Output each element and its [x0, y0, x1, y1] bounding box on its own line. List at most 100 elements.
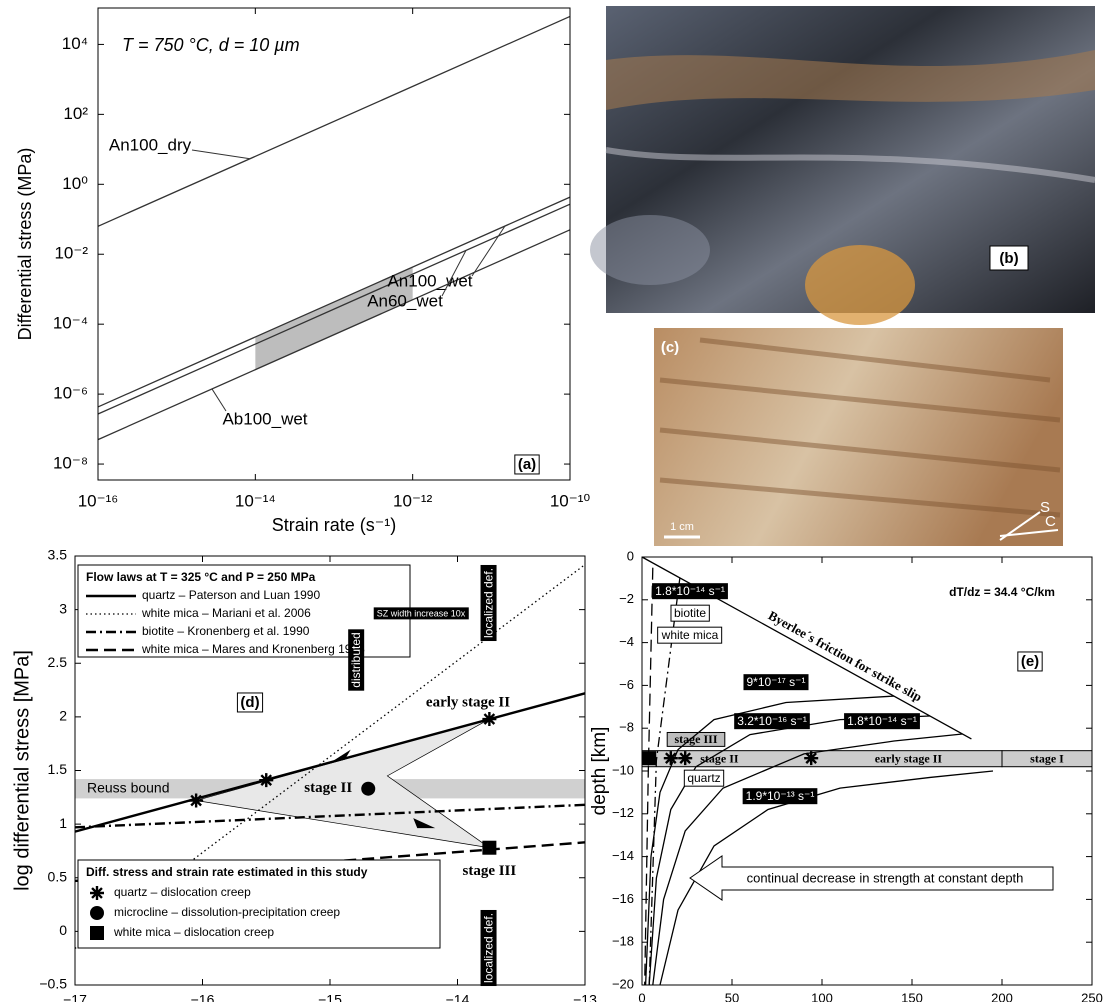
y-tick-label: −10	[612, 762, 634, 777]
x-tick-label: 150	[901, 990, 923, 1002]
y-tick-label: 10⁻⁶	[53, 384, 88, 403]
y-axis-title: log differential stress [MPa]	[11, 650, 33, 891]
photo-texture	[590, 215, 710, 285]
legend-label: white mica – Mares and Kronenberg 1993	[141, 642, 365, 656]
y-tick-label: 1	[59, 815, 67, 831]
x-tick-label: −17	[63, 992, 87, 1002]
label: SZ width increase 10x	[377, 608, 466, 618]
series-label: An100_dry	[109, 135, 192, 154]
series-label: An100_wet	[387, 271, 472, 290]
label: distributed	[349, 632, 363, 687]
x-tick-label: −13	[573, 992, 597, 1002]
page: { "chart_data": [ {"type": "line", "pane…	[0, 0, 1103, 1002]
legend-marker	[90, 926, 104, 940]
x-tick-label: −14	[446, 992, 470, 1002]
y-tick-label: 10⁴	[62, 34, 88, 53]
strain-rate-label: 1.8*10⁻¹⁴ s⁻¹	[652, 583, 728, 599]
star-marker	[664, 751, 678, 765]
y-tick-label: 2	[59, 708, 67, 724]
label: (d)	[240, 694, 259, 711]
series-label: 3.2*10⁻¹⁶ s⁻¹	[734, 713, 810, 729]
y-tick-label: 3.5	[48, 547, 68, 563]
y-tick-label: 10⁰	[62, 174, 88, 193]
y-axis-title: depth [km]	[589, 727, 610, 816]
stage-label: stage I	[1030, 751, 1064, 765]
regime-label: localized def.	[481, 910, 497, 986]
plot-area	[98, 8, 570, 480]
square-marker	[642, 751, 656, 765]
label: 3.2*10⁻¹⁶ s⁻¹	[737, 714, 807, 728]
series-label: white mica	[658, 627, 722, 643]
regime-label: distributed	[348, 629, 364, 690]
label: (e)	[1021, 653, 1039, 670]
gradient-label: dT/dz = 34.4 °C/km	[949, 585, 1055, 599]
scale-bar-label: 1 cm	[670, 521, 694, 533]
y-tick-label: −6	[619, 677, 634, 692]
x-tick-label: 200	[991, 990, 1013, 1002]
star-marker	[678, 751, 692, 765]
panel-b: (b)	[590, 6, 1095, 325]
series-label: An60_wet	[367, 291, 443, 310]
legend-label: white mica – dislocation creep	[113, 925, 274, 939]
legend-label: biotite – Kronenberg et al. 1990	[142, 624, 310, 638]
label: localized def.	[482, 568, 496, 638]
conditions-label: T = 750 °C, d = 10 µm	[122, 35, 300, 55]
star-marker	[482, 712, 496, 726]
label: quartz	[687, 771, 720, 785]
figure: (b) (c) 1 cm S C 10⁻¹⁶10⁻¹⁴10⁻¹²10⁻¹⁰10⁻…	[0, 0, 1103, 1002]
y-axis-title: Differential stress (MPa)	[15, 148, 35, 341]
stage-annotation: stage II	[304, 780, 352, 796]
stage-annotation: stage III	[462, 863, 516, 879]
legend-label: microcline – dissolution-precipitation c…	[114, 905, 340, 919]
label: 1.8*10⁻¹⁴ s⁻¹	[847, 714, 917, 728]
y-tick-label: −4	[619, 634, 634, 649]
label: biotite	[674, 606, 706, 620]
series-label: 1.8*10⁻¹⁴ s⁻¹	[844, 713, 920, 729]
y-tick-label: 10⁻²	[54, 244, 88, 263]
legend-marker	[90, 906, 104, 920]
circle-marker	[361, 782, 375, 796]
mineral-label: quartz	[684, 770, 723, 786]
stage-label: early stage II	[875, 751, 943, 765]
x-tick-label: 10⁻¹⁴	[235, 491, 276, 510]
panel-c: (c) 1 cm S C	[654, 328, 1063, 546]
label: 1.8*10⁻¹⁴ s⁻¹	[655, 584, 725, 598]
y-tick-label: 0.5	[48, 868, 68, 884]
x-tick-label: 100	[811, 990, 833, 1002]
label: 1.9*10⁻¹³ s⁻¹	[746, 789, 815, 803]
foliation-label: C	[1045, 513, 1056, 530]
series-label: biotite	[671, 605, 709, 621]
stage-annotation: early stage II	[426, 694, 510, 710]
y-tick-label: −2	[619, 591, 634, 606]
y-tick-label: −12	[612, 805, 634, 820]
x-tick-label: −16	[191, 992, 215, 1002]
series-label: 1.9*10⁻¹³ s⁻¹	[743, 788, 818, 804]
label: (a)	[518, 456, 536, 473]
y-tick-label: −18	[612, 934, 634, 949]
x-tick-label: 10⁻¹⁶	[78, 491, 119, 510]
panel-label: (c)	[661, 339, 679, 356]
band-label: Reuss bound	[87, 779, 170, 795]
y-tick-label: −16	[612, 891, 634, 906]
x-tick-label: 10⁻¹²	[393, 491, 433, 510]
legend-label: quartz – Paterson and Luan 1990	[142, 588, 320, 602]
y-tick-label: −8	[619, 720, 634, 735]
y-tick-label: 0	[59, 922, 67, 938]
series-label: 9*10⁻¹⁷ s⁻¹	[743, 674, 808, 690]
legend-title: Diff. stress and strain rate estimated i…	[86, 865, 368, 879]
square-marker	[482, 841, 496, 855]
y-tick-label: 3	[59, 600, 67, 616]
label: localized def.	[482, 913, 496, 983]
panel-label: (d)	[237, 693, 262, 712]
arrow-label: continual decrease in strength at consta…	[747, 870, 1024, 885]
series-label: Ab100_wet	[222, 409, 307, 428]
x-tick-label: 0	[638, 990, 645, 1002]
y-tick-label: 2.5	[48, 654, 68, 670]
x-tick-label: 50	[725, 990, 739, 1002]
x-axis-title: Strain rate (s⁻¹)	[272, 515, 397, 535]
star-marker	[259, 773, 273, 787]
panel-label: (a)	[515, 455, 539, 474]
stage-bar	[642, 751, 1002, 767]
photo-texture	[805, 245, 915, 325]
regime-label: localized def.	[481, 565, 497, 641]
